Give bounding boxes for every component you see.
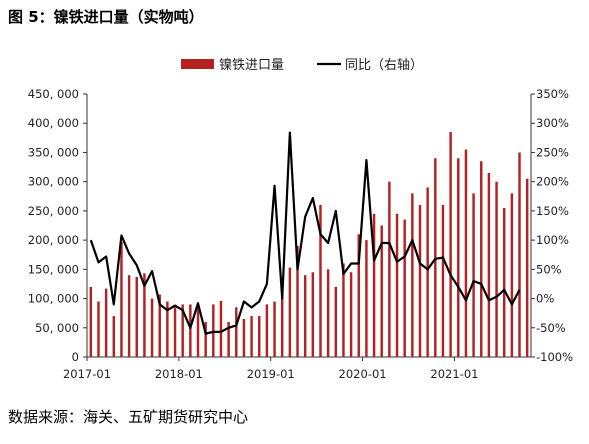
- bar: [173, 307, 177, 357]
- bar: [319, 205, 322, 357]
- bar: [365, 240, 368, 357]
- y-left-tick-label: 200, 000: [28, 233, 79, 247]
- bar: [181, 304, 184, 357]
- y-right-tick-label: -100%: [536, 350, 573, 364]
- bar: [242, 319, 246, 357]
- bar: [143, 273, 146, 357]
- y-left-tick-label: 300, 000: [28, 175, 79, 189]
- bar: [227, 321, 230, 357]
- legend-bar-label: 镍铁进口量: [219, 58, 284, 73]
- bar: [166, 301, 169, 357]
- bar: [250, 316, 253, 357]
- y-right-tick-label: 300%: [536, 116, 569, 130]
- axis-labels: 0 50, 000 100, 000 150, 000 200, 000 250, 000…: [28, 87, 573, 381]
- bar: [112, 316, 116, 357]
- bar: [89, 286, 93, 357]
- x-tick-label: 2018-01: [155, 367, 203, 381]
- bar: [426, 187, 429, 357]
- bar: [518, 152, 521, 357]
- y-right-tick-label: 200%: [536, 175, 569, 189]
- legend-bar-swatch: [181, 59, 214, 69]
- bar: [235, 307, 238, 357]
- y-left-tick-label: 150, 000: [28, 262, 79, 276]
- bar: [472, 193, 475, 357]
- bar: [525, 178, 529, 357]
- y-right-tick-label: 250%: [536, 145, 569, 159]
- bar: [464, 149, 468, 357]
- x-tick-label: 2019-01: [247, 367, 295, 381]
- bar: [418, 205, 422, 357]
- bar: [196, 307, 200, 357]
- bar: [280, 281, 284, 357]
- bar: [135, 276, 138, 357]
- bar: [342, 263, 345, 357]
- yoy-line: [89, 131, 521, 335]
- y-left-tick-label: 50, 000: [35, 321, 79, 335]
- bar: [480, 161, 483, 357]
- bar: [296, 245, 299, 357]
- bar: [403, 219, 406, 357]
- y-left-tick-label: 250, 000: [28, 204, 79, 218]
- bar: [380, 225, 383, 357]
- bar: [349, 272, 353, 357]
- bar: [495, 181, 498, 357]
- bar: [150, 298, 154, 357]
- bar: [273, 301, 276, 357]
- bar: [219, 300, 223, 357]
- bar: [449, 131, 452, 357]
- bar: [434, 158, 437, 357]
- y-left-tick-label: 100, 000: [28, 292, 79, 306]
- x-tick-label: 2021-01: [430, 367, 478, 381]
- bar: [411, 193, 414, 357]
- source-note: 数据来源：海关、五矿期货研究中心: [8, 408, 249, 426]
- y-right-tick-label: -50%: [536, 321, 566, 335]
- bar-series: [89, 131, 529, 357]
- bar: [212, 304, 215, 357]
- bar: [457, 158, 460, 357]
- line-series: [89, 131, 521, 335]
- bar: [97, 301, 100, 357]
- bar: [127, 275, 131, 357]
- bar: [204, 321, 207, 357]
- y-right-tick-label: 50%: [536, 262, 562, 276]
- bar: [258, 316, 261, 357]
- legend-line-label: 同比（右轴）: [345, 58, 423, 73]
- bar: [395, 213, 399, 357]
- bar: [265, 304, 269, 357]
- y-left-tick-label: 0: [72, 350, 79, 364]
- bar: [326, 269, 330, 357]
- y-right-tick-label: 350%: [536, 87, 569, 101]
- legend: 镍铁进口量 同比（右轴）: [181, 58, 423, 73]
- figure-title: 图 5：镍铁进口量（实物吨）: [8, 8, 204, 26]
- y-left-tick-label: 350, 000: [28, 145, 79, 159]
- bar: [311, 272, 315, 357]
- bar: [510, 193, 514, 357]
- bar: [334, 286, 338, 357]
- y-left-tick-label: 450, 000: [28, 87, 79, 101]
- bar: [158, 294, 161, 357]
- bar: [189, 304, 192, 357]
- bar: [357, 234, 360, 357]
- bar: [388, 181, 391, 357]
- bar: [441, 205, 445, 357]
- x-tick-label: 2020-01: [339, 367, 387, 381]
- bar: [372, 213, 376, 357]
- x-tick-label: 2017-01: [63, 367, 111, 381]
- y-left-tick-label: 400, 000: [28, 116, 79, 130]
- y-right-tick-label: 150%: [536, 204, 569, 218]
- bar: [120, 241, 123, 357]
- y-right-tick-label: 0%: [536, 292, 554, 306]
- axes: [83, 93, 535, 361]
- bar: [502, 207, 506, 357]
- bar: [487, 172, 491, 357]
- bar: [288, 267, 292, 357]
- bar: [104, 288, 108, 357]
- y-right-tick-label: 100%: [536, 233, 569, 247]
- bar: [303, 275, 307, 357]
